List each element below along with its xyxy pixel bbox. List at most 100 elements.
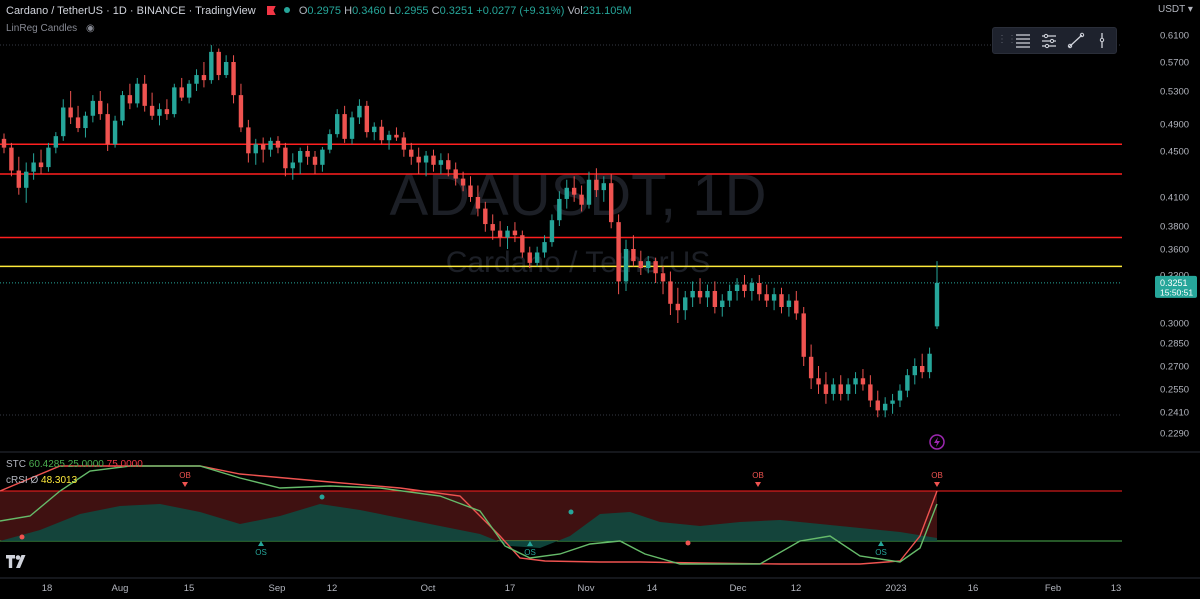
ob-marker-label: OB <box>752 471 764 480</box>
candle-body <box>468 185 473 197</box>
candle-body <box>283 147 288 169</box>
chevron-down-icon: ▾ <box>1187 4 1193 15</box>
candle-body <box>290 162 295 169</box>
time-tick-label: 2023 <box>885 583 906 594</box>
candle-body <box>527 252 532 263</box>
candle-body <box>246 127 251 154</box>
drag-handle-icon[interactable]: ⋮⋮ <box>997 34 1017 45</box>
candle-body <box>216 51 221 76</box>
candle-body <box>9 147 14 171</box>
candle-body <box>38 162 44 168</box>
candle-body <box>557 198 562 221</box>
time-tick-label: Nov <box>578 583 595 594</box>
crsi-legend[interactable]: cRSI Ø 48.3013 <box>6 475 77 486</box>
price-tick-label: 0.3000 <box>1160 319 1189 330</box>
candle-body <box>223 62 229 76</box>
candle-body <box>275 140 281 148</box>
time-tick-label: Feb <box>1045 583 1061 594</box>
candle-body <box>646 261 651 269</box>
candle-body <box>919 366 925 373</box>
price-tick-label: 0.4900 <box>1160 120 1189 131</box>
candle-body <box>364 105 370 133</box>
stc-red-line <box>0 465 938 565</box>
symbol-title[interactable]: Cardano / TetherUS · 1D · BINANCE · Trad… <box>6 5 256 17</box>
ob-marker-label: OB <box>931 471 943 480</box>
trend-line-icon[interactable] <box>1067 32 1085 49</box>
price-tick-label: 0.5700 <box>1160 58 1189 69</box>
lightning-icon[interactable] <box>929 434 945 450</box>
candle-body <box>209 51 214 81</box>
time-tick-label: Aug <box>112 583 129 594</box>
currency-selector[interactable]: USDT ▾ <box>1158 4 1193 15</box>
ohlc-values: O0.2975 H0.3460 L0.2955 C0.3251 +0.0277 … <box>298 5 632 17</box>
candle-body <box>549 220 555 243</box>
candle-body <box>623 249 629 282</box>
candle-body <box>335 114 340 135</box>
indicator-legend[interactable]: LinReg Candles ◉ <box>6 23 95 34</box>
last-price-label: 0.3251 <box>1160 278 1188 288</box>
last-price-badge <box>1155 275 1197 298</box>
candle-body <box>186 83 192 98</box>
candle-body <box>631 249 636 262</box>
candle-body <box>571 187 577 195</box>
candle-body <box>660 273 666 282</box>
candle-body <box>16 170 22 188</box>
candle-body <box>845 384 851 394</box>
candle-body <box>1 138 7 148</box>
candle-body <box>61 107 66 137</box>
vertical-line-icon[interactable] <box>1093 32 1111 49</box>
candle-body <box>912 366 917 376</box>
candle-body <box>542 242 547 253</box>
candle-body <box>720 300 725 307</box>
candle-body <box>616 222 621 282</box>
align-lines-icon[interactable] <box>1014 32 1032 49</box>
indicator-label: LinReg Candles <box>6 23 78 34</box>
candle-body <box>98 100 103 115</box>
candle-body <box>875 400 880 411</box>
settings-lines-icon[interactable] <box>1040 32 1058 49</box>
candle-body <box>24 171 29 188</box>
price-axis-bg <box>1122 0 1200 599</box>
eye-off-icon[interactable]: ◉ <box>85 23 95 34</box>
candle-body <box>238 95 244 128</box>
candle-body <box>349 117 355 139</box>
candle-body <box>431 155 436 165</box>
price-tick-label: 0.2850 <box>1160 339 1189 350</box>
candle-body <box>172 87 177 115</box>
candle-body <box>386 134 392 141</box>
price-tick-label: 0.2410 <box>1160 408 1189 419</box>
candle-body <box>179 87 184 98</box>
candle-body <box>460 178 466 186</box>
time-tick-label: Sep <box>269 583 286 594</box>
candle-body <box>142 83 147 106</box>
candle-body <box>594 179 599 191</box>
stc-value: 60.4285 <box>28 459 65 470</box>
candle-body <box>31 162 36 172</box>
flag-icon[interactable] <box>266 6 276 15</box>
candle-body <box>816 378 821 385</box>
price-tick-label: 0.3600 <box>1160 245 1189 256</box>
price-tick-label: 0.5300 <box>1160 87 1189 98</box>
stc-legend[interactable]: STC 60.4285 25.0000 75.0000 <box>6 459 143 470</box>
candle-body <box>727 291 732 301</box>
ob-marker-icon <box>934 482 940 487</box>
candle-body <box>53 136 59 148</box>
ob-marker-icon <box>755 482 761 487</box>
candle-body <box>786 300 792 307</box>
candle-body <box>771 294 777 301</box>
time-tick-label: 15 <box>184 583 195 594</box>
candle-body <box>757 283 762 295</box>
candle-body <box>586 179 592 205</box>
candle-body <box>46 147 51 168</box>
tradingview-logo-icon[interactable] <box>6 555 28 569</box>
candle-body <box>505 230 510 238</box>
price-tick-label: 0.6100 <box>1160 31 1189 42</box>
stc-green-line <box>0 465 938 565</box>
candle-body <box>520 235 525 253</box>
time-tick-label: 18 <box>42 583 53 594</box>
price-tick-label: 0.3800 <box>1160 222 1189 233</box>
candle-body <box>668 281 673 304</box>
candle-body <box>90 100 96 116</box>
crsi-area <box>0 504 937 548</box>
